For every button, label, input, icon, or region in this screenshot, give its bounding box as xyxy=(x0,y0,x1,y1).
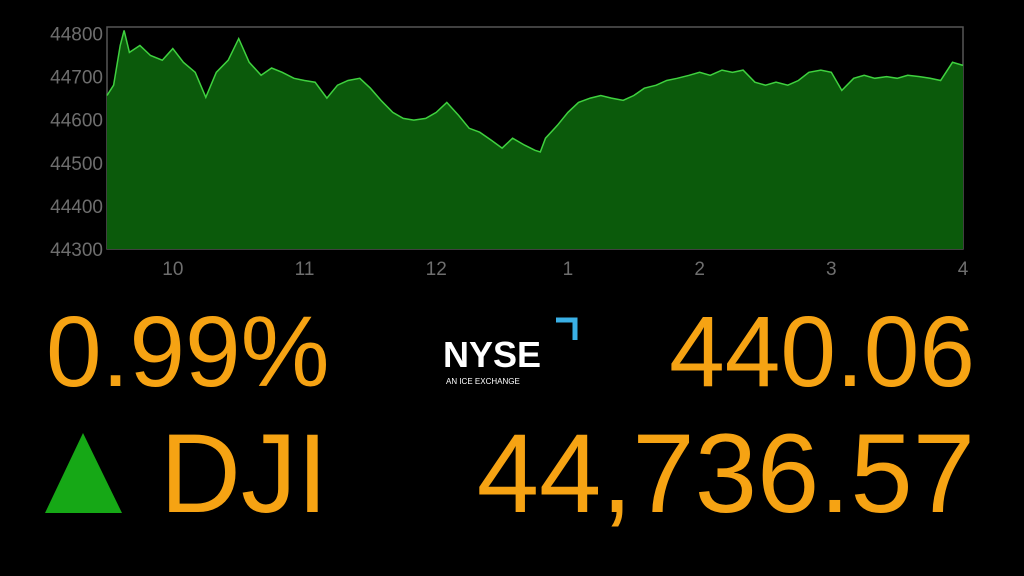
up-arrow xyxy=(45,433,122,513)
x-tick-label: 1 xyxy=(563,259,574,280)
points: 440.06 xyxy=(669,296,975,408)
x-tick-label: 12 xyxy=(426,259,447,280)
x-tick-label: 3 xyxy=(826,259,837,280)
x-tick-label: 2 xyxy=(694,259,705,280)
x-tick-label: 10 xyxy=(162,259,183,280)
logo-bracket xyxy=(556,317,578,340)
y-tick-label: 44600 xyxy=(50,111,103,132)
symbol: DJI xyxy=(160,411,328,536)
logo-name: NYSE xyxy=(443,334,541,375)
y-tick-label: 44800 xyxy=(50,24,103,45)
y-tick-label: 44300 xyxy=(50,240,103,261)
logo-tagline: AN ICE EXCHANGE xyxy=(446,377,520,386)
y-tick-label: 44400 xyxy=(50,197,103,218)
x-tick-label: 11 xyxy=(295,259,315,280)
x-tick-label: 4 xyxy=(958,259,969,280)
line xyxy=(106,30,964,153)
y-tick-label: 44500 xyxy=(50,154,103,175)
y-tick-label: 44700 xyxy=(50,68,103,89)
area xyxy=(107,30,963,250)
level: 44,736.57 xyxy=(477,411,975,536)
change: 0.99% xyxy=(46,296,330,408)
